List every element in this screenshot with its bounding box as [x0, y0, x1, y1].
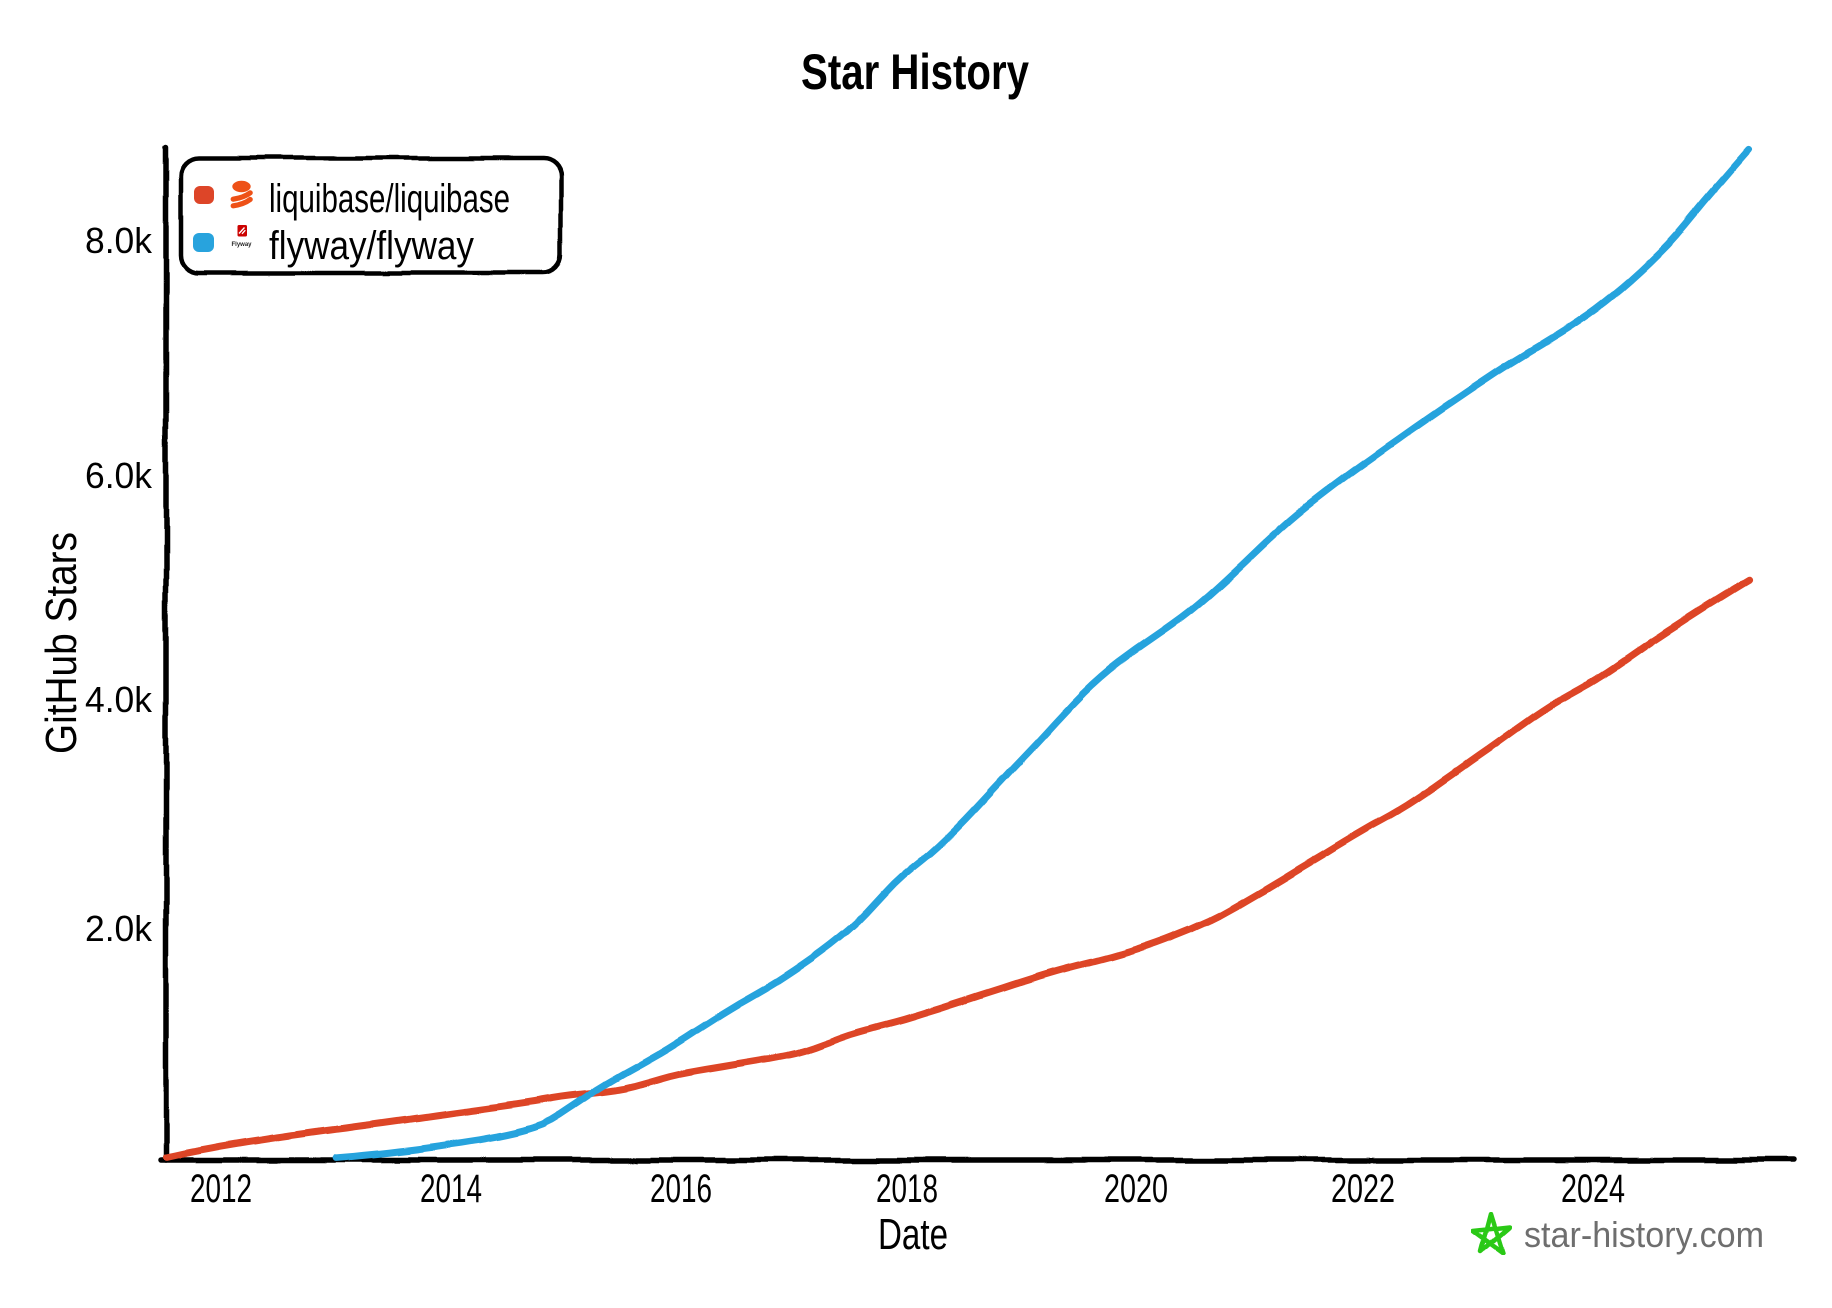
svg-text:2024: 2024 — [1561, 1167, 1625, 1211]
svg-text:2022: 2022 — [1331, 1167, 1395, 1211]
svg-text:2012: 2012 — [190, 1167, 252, 1211]
svg-text:2016: 2016 — [650, 1167, 712, 1211]
svg-text:4.0k: 4.0k — [85, 679, 153, 720]
svg-text:2.0k: 2.0k — [85, 908, 153, 949]
svg-text:8.0k: 8.0k — [85, 220, 153, 261]
svg-text:GitHub Stars: GitHub Stars — [37, 532, 86, 754]
svg-text:2020: 2020 — [1104, 1167, 1168, 1211]
svg-text:Date: Date — [878, 1210, 948, 1259]
svg-text:Star History: Star History — [801, 44, 1029, 100]
svg-text:liquibase/liquibase: liquibase/liquibase — [269, 177, 510, 221]
svg-text:2014: 2014 — [420, 1167, 482, 1211]
svg-text:flyway/flyway: flyway/flyway — [269, 224, 474, 268]
svg-text:6.0k: 6.0k — [85, 455, 153, 496]
svg-text:Flyway: Flyway — [232, 241, 252, 248]
svg-text:2018: 2018 — [876, 1167, 938, 1211]
svg-text:star-history.com: star-history.com — [1524, 1214, 1764, 1255]
